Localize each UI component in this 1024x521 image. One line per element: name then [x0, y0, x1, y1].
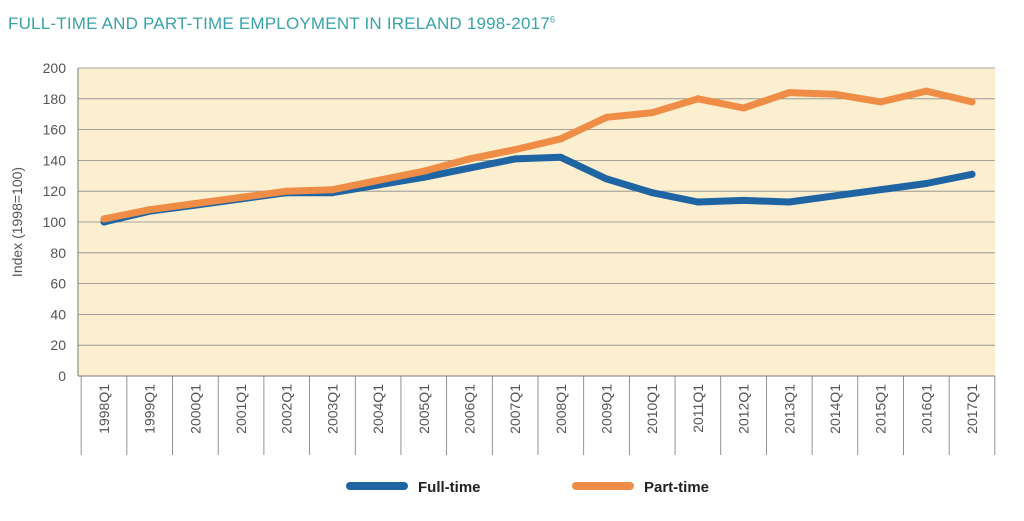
- data-point-part-time: [511, 146, 519, 154]
- x-tick-label: 2003Q1: [324, 384, 340, 434]
- legend-label-part-time: Part-time: [644, 479, 709, 496]
- x-tick-label: 2010Q1: [644, 384, 660, 434]
- data-point-part-time: [968, 98, 976, 106]
- data-point-full-time: [740, 196, 748, 204]
- legend-label-full-time: Full-time: [418, 479, 481, 496]
- x-tick-label: 2004Q1: [370, 384, 386, 434]
- data-point-part-time: [191, 200, 199, 208]
- data-point-part-time: [146, 206, 154, 214]
- y-axis-label: Index (1998=100): [9, 167, 25, 277]
- data-point-part-time: [877, 98, 885, 106]
- x-tick-label: 2005Q1: [416, 384, 432, 434]
- data-point-full-time: [465, 164, 473, 172]
- x-tick-label: 2011Q1: [690, 384, 706, 433]
- data-point-part-time: [603, 113, 611, 121]
- chart-title-text: FULL-TIME AND PART-TIME EMPLOYMENT IN IR…: [8, 14, 550, 33]
- x-tick-label: 2008Q1: [553, 384, 569, 434]
- y-tick-label: 180: [43, 91, 67, 107]
- data-point-full-time: [877, 186, 885, 194]
- data-point-part-time: [465, 155, 473, 163]
- y-tick-label: 120: [43, 183, 67, 199]
- data-point-full-time: [694, 198, 702, 206]
- x-tick-label: 2015Q1: [873, 384, 889, 434]
- data-point-part-time: [694, 95, 702, 103]
- data-point-part-time: [237, 193, 245, 201]
- data-point-full-time: [603, 175, 611, 183]
- data-point-part-time: [785, 89, 793, 97]
- x-tick-label: 1999Q1: [142, 384, 158, 434]
- x-tick-label: 2014Q1: [827, 384, 843, 434]
- y-tick-label: 100: [43, 214, 67, 230]
- x-tick-label: 2007Q1: [507, 384, 523, 434]
- y-tick-label: 160: [43, 122, 67, 138]
- x-tick-label: 2013Q1: [781, 384, 797, 434]
- data-point-full-time: [968, 170, 976, 178]
- chart-title: FULL-TIME AND PART-TIME EMPLOYMENT IN IR…: [8, 14, 555, 34]
- data-point-full-time: [648, 189, 656, 197]
- x-tick-label: 1998Q1: [96, 384, 112, 434]
- data-point-full-time: [785, 198, 793, 206]
- data-point-part-time: [420, 167, 428, 175]
- data-point-part-time: [831, 90, 839, 98]
- x-tick-label: 2017Q1: [964, 384, 980, 434]
- y-tick-label: 0: [58, 368, 66, 384]
- title-footnote: 6: [549, 14, 556, 25]
- data-point-part-time: [328, 186, 336, 194]
- y-tick-label: 20: [50, 337, 66, 353]
- data-point-part-time: [648, 109, 656, 117]
- x-tick-label: 2016Q1: [918, 384, 934, 434]
- x-tick-label: 2002Q1: [279, 384, 295, 434]
- y-tick-label: 200: [43, 60, 67, 76]
- x-tick-label: 2001Q1: [233, 384, 249, 434]
- y-tick-label: 140: [43, 152, 67, 168]
- data-point-full-time: [831, 192, 839, 200]
- data-point-full-time: [922, 180, 930, 187]
- data-point-part-time: [283, 187, 291, 195]
- data-point-part-time: [100, 215, 108, 223]
- data-point-full-time: [511, 155, 519, 163]
- y-tick-label: 80: [50, 245, 66, 261]
- data-point-part-time: [922, 87, 930, 95]
- x-tick-label: 2012Q1: [736, 384, 752, 434]
- y-tick-label: 40: [50, 306, 66, 322]
- x-tick-label: 2006Q1: [461, 384, 477, 434]
- y-tick-label: 60: [50, 276, 66, 292]
- data-point-full-time: [557, 153, 565, 161]
- series-line-part-time: [100, 87, 976, 223]
- data-point-part-time: [374, 176, 382, 184]
- data-point-part-time: [557, 135, 565, 143]
- data-point-part-time: [740, 104, 748, 112]
- x-tick-label: 2009Q1: [599, 384, 615, 434]
- data-point-full-time: [420, 173, 428, 181]
- x-tick-label: 2000Q1: [187, 384, 203, 434]
